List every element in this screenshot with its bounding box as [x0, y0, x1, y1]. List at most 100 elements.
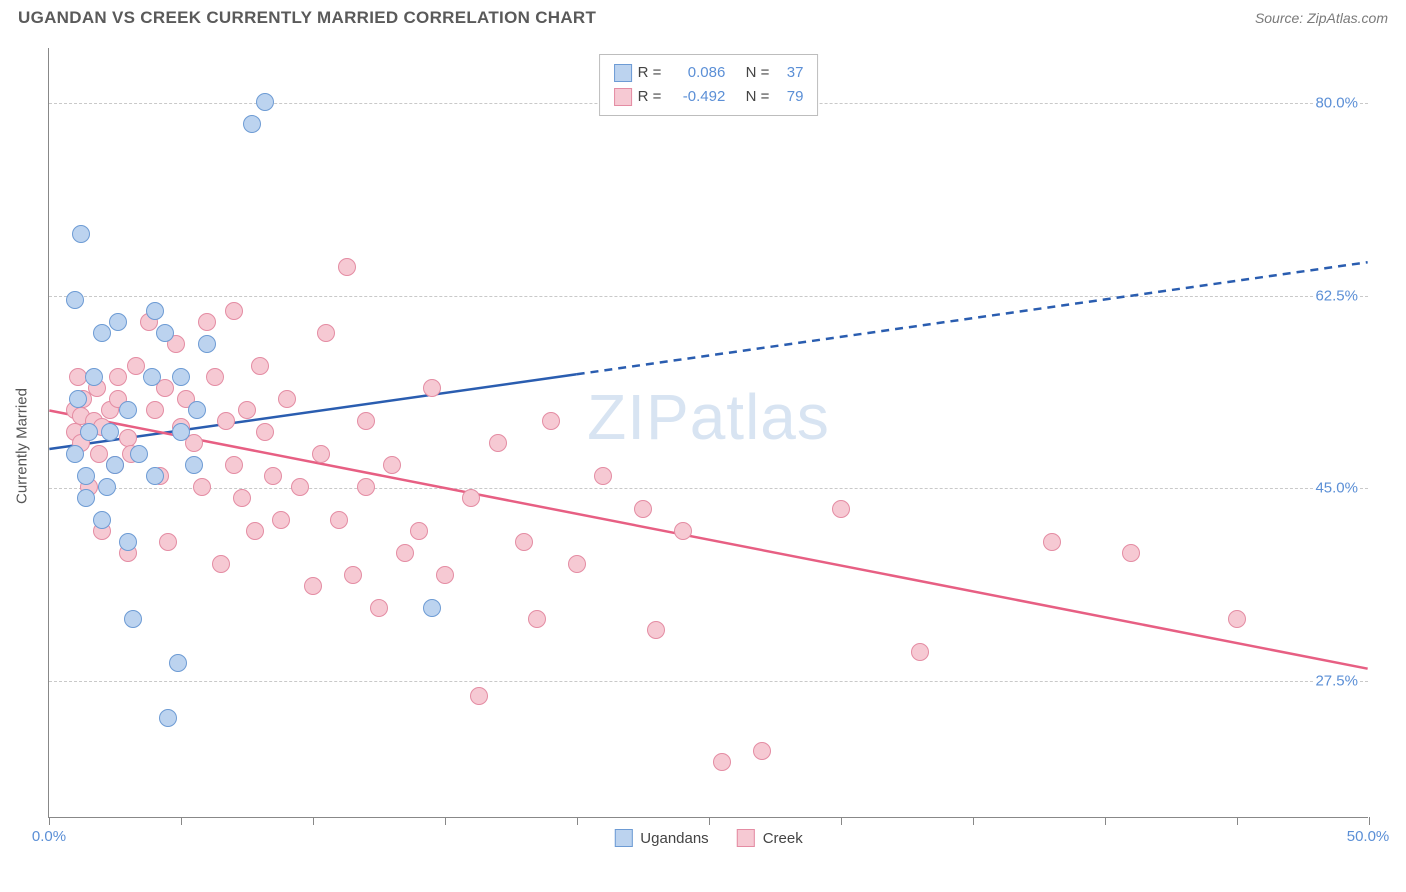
ugandans-point [77, 489, 95, 507]
legend-label-creek: Creek [763, 830, 803, 847]
creek-point [489, 434, 507, 452]
x-tick [1237, 817, 1238, 825]
ugandans-point [72, 225, 90, 243]
gridline [49, 488, 1368, 489]
creek-point [304, 577, 322, 595]
creek-point [713, 753, 731, 771]
creek-point [470, 687, 488, 705]
ugandans-point [243, 115, 261, 133]
creek-point [396, 544, 414, 562]
ugandans-point [80, 423, 98, 441]
creek-point [410, 522, 428, 540]
chart-title: UGANDAN VS CREEK CURRENTLY MARRIED CORRE… [18, 8, 596, 28]
creek-point [423, 379, 441, 397]
x-tick [445, 817, 446, 825]
creek-point [330, 511, 348, 529]
creek-point [312, 445, 330, 463]
ugandans-point [423, 599, 441, 617]
creek-point [206, 368, 224, 386]
plot-area: ZIPatlas 27.5%45.0%62.5%80.0% 0.0% 50.0%… [48, 48, 1368, 818]
y-tick-label: 45.0% [1313, 480, 1360, 497]
creek-point [436, 566, 454, 584]
series-legend: Ugandans Creek [614, 829, 802, 847]
creek-point [338, 258, 356, 276]
ugandans-point [130, 445, 148, 463]
creek-point [1122, 544, 1140, 562]
trend-lines [49, 48, 1368, 817]
ugandans-point [256, 93, 274, 111]
correlation-legend: R = 0.086 N = 37 R = -0.492 N = 79 [599, 54, 819, 116]
ugandans-swatch-icon [614, 829, 632, 847]
x-tick [49, 817, 50, 825]
ugandans-point [119, 533, 137, 551]
creek-point [1043, 533, 1061, 551]
ugandans-point [77, 467, 95, 485]
ugandans-point [188, 401, 206, 419]
x-max-label: 50.0% [1347, 828, 1390, 845]
ugandans-point [66, 445, 84, 463]
watermark: ZIPatlas [587, 380, 830, 454]
ugandans-point [172, 368, 190, 386]
creek-point [634, 500, 652, 518]
creek-point [233, 489, 251, 507]
creek-point [225, 456, 243, 474]
creek-point [90, 445, 108, 463]
x-tick [709, 817, 710, 825]
creek-point [383, 456, 401, 474]
legend-label-ugandans: Ugandans [640, 830, 708, 847]
creek-point [127, 357, 145, 375]
x-tick [1369, 817, 1370, 825]
ugandans-swatch-icon [614, 64, 632, 82]
creek-point [193, 478, 211, 496]
ugandans-point [106, 456, 124, 474]
ugandans-point [156, 324, 174, 342]
creek-point [344, 566, 362, 584]
creek-point [278, 390, 296, 408]
creek-point [674, 522, 692, 540]
creek-point [515, 533, 533, 551]
x-tick [181, 817, 182, 825]
ugandans-point [119, 401, 137, 419]
creek-point [159, 533, 177, 551]
ugandans-point [98, 478, 116, 496]
x-tick [577, 817, 578, 825]
creek-point [238, 401, 256, 419]
creek-point [119, 429, 137, 447]
creek-point [256, 423, 274, 441]
ugandans-point [66, 291, 84, 309]
ugandans-point [85, 368, 103, 386]
ugandans-point [185, 456, 203, 474]
ugandans-point [101, 423, 119, 441]
x-tick [841, 817, 842, 825]
ugandans-point [109, 313, 127, 331]
y-tick-label: 62.5% [1313, 287, 1360, 304]
ugandans-point [124, 610, 142, 628]
y-axis-label: Currently Married [14, 388, 31, 504]
ugandans-point [172, 423, 190, 441]
creek-point [251, 357, 269, 375]
creek-point [146, 401, 164, 419]
creek-point [594, 467, 612, 485]
ugandans-point [93, 324, 111, 342]
creek-point [357, 478, 375, 496]
creek-point [753, 742, 771, 760]
creek-point [647, 621, 665, 639]
creek-point [217, 412, 235, 430]
creek-point [317, 324, 335, 342]
creek-point [911, 643, 929, 661]
ugandans-point [69, 390, 87, 408]
creek-point [264, 467, 282, 485]
x-tick [973, 817, 974, 825]
creek-point [246, 522, 264, 540]
y-tick-label: 80.0% [1313, 95, 1360, 112]
ugandans-point [146, 467, 164, 485]
source-attribution: Source: ZipAtlas.com [1255, 10, 1388, 26]
creek-point [272, 511, 290, 529]
creek-swatch-icon [737, 829, 755, 847]
ugandans-point [169, 654, 187, 672]
x-min-label: 0.0% [32, 828, 66, 845]
creek-point [291, 478, 309, 496]
creek-point [212, 555, 230, 573]
creek-point [198, 313, 216, 331]
creek-point [109, 368, 127, 386]
